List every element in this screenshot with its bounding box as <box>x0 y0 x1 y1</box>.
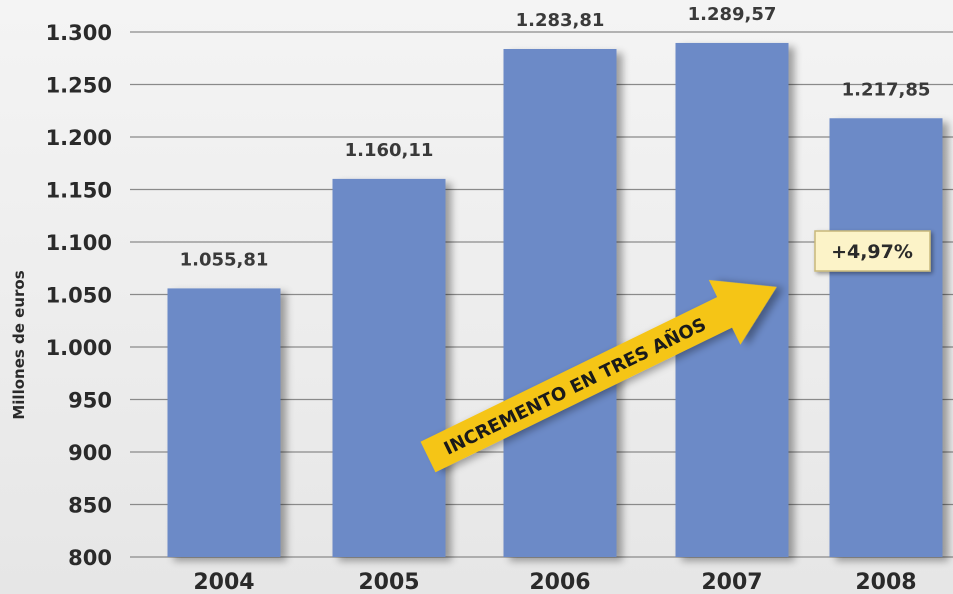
bars <box>167 42 943 558</box>
x-tick-label: 2008 <box>855 570 916 594</box>
bar-2005 <box>332 178 446 557</box>
data-label: 1.055,81 <box>180 249 269 270</box>
y-tick-label: 1.100 <box>46 231 112 255</box>
y-tick-label: 1.250 <box>46 74 112 98</box>
y-axis-ticks: 800 850 900 950 1.000 1.050 1.100 1.150 1.200 1.2… <box>46 21 112 570</box>
data-label: 1.289,57 <box>688 4 777 25</box>
x-tick-label: 2007 <box>701 570 762 594</box>
y-tick-label: 950 <box>68 389 112 413</box>
y-tick-label: 1.150 <box>46 179 112 203</box>
y-tick-label: 850 <box>68 494 112 518</box>
data-label: 1.160,11 <box>345 140 434 161</box>
badge-text: +4,97% <box>831 241 913 263</box>
percent-badge: +4,97% <box>814 230 931 272</box>
bar-2004 <box>167 288 281 557</box>
data-label: 1.283,81 <box>516 10 605 31</box>
y-tick-label: 1.200 <box>46 126 112 150</box>
y-tick-label: 1.300 <box>46 21 112 45</box>
x-tick-label: 2006 <box>529 570 590 594</box>
bar-2006 <box>503 48 617 557</box>
x-tick-label: 2004 <box>193 570 254 594</box>
x-axis-labels: 2004 2005 2006 2007 2008 <box>193 570 916 594</box>
data-label: 1.217,85 <box>842 79 931 100</box>
badge-box <box>814 230 931 272</box>
y-tick-label: 1.000 <box>46 336 112 360</box>
y-tick-label: 900 <box>68 441 112 465</box>
arrow-shape <box>420 279 777 473</box>
bar-2008 <box>829 118 943 557</box>
data-labels: 1.055,81 1.160,11 1.283,81 1.289,57 1.217,85 <box>180 4 931 270</box>
y-tick-label: 800 <box>68 546 112 570</box>
x-tick-label: 2005 <box>358 570 419 594</box>
y-tick-label: 1.050 <box>46 284 112 308</box>
y-axis-label: Millones de euros <box>10 270 28 419</box>
